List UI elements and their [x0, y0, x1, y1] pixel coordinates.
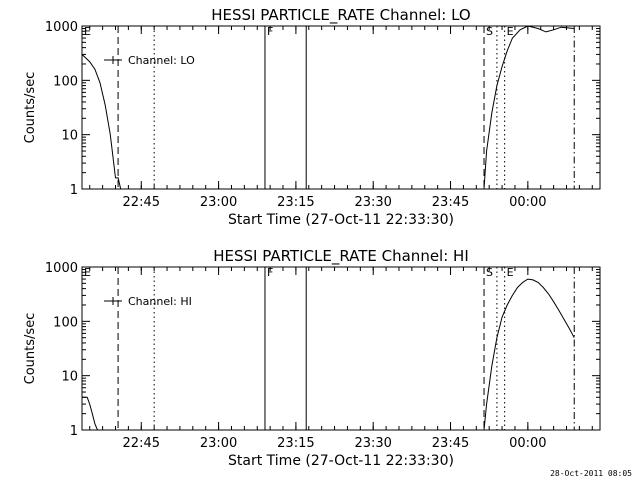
chart-title: HESSI PARTICLE_RATE Channel: LO [211, 6, 470, 25]
x-tick-label: 23:30 [354, 195, 391, 210]
x-axis-label: Start Time (27-Oct-11 22:33:30) [228, 453, 454, 469]
chart-panel-1: HESSI PARTICLE_RATE Channel: LO Counts/se… [23, 6, 601, 228]
y-tick-label: 1000 [45, 261, 78, 276]
x-tick-label: 22:45 [123, 436, 160, 451]
y-tick-label: 10 [61, 129, 78, 144]
y-tick-label: 1 [70, 424, 78, 439]
plot-frame [81, 25, 601, 190]
plot-frame [81, 266, 601, 431]
y-axis-label: Counts/sec [23, 72, 38, 144]
event-marker-label: F [267, 266, 273, 279]
footer-timestamp: 28-Oct-2011 08:05 [550, 469, 632, 478]
event-marker-label: E [84, 25, 91, 38]
y-tick-label: 100 [53, 74, 78, 89]
event-marker-label: E [84, 266, 91, 279]
chart-title: HESSI PARTICLE_RATE Channel: HI [213, 247, 469, 266]
x-tick-label: 22:45 [123, 195, 160, 210]
x-tick-label: 23:00 [200, 436, 237, 451]
data-series-line [82, 54, 122, 189]
data-series-line [483, 26, 575, 189]
x-tick-label: 23:45 [432, 436, 469, 451]
y-tick-label: 10 [61, 370, 78, 385]
x-tick-label: 23:15 [277, 436, 314, 451]
event-marker-label: E [507, 25, 514, 38]
data-series-line [483, 278, 575, 430]
x-axis-label: Start Time (27-Oct-11 22:33:30) [228, 212, 454, 228]
event-marker-label: F [267, 25, 273, 38]
event-marker-label: S [486, 25, 493, 38]
data-series-line [82, 396, 98, 430]
x-tick-label: 23:15 [277, 195, 314, 210]
x-tick-label: 00:00 [509, 436, 546, 451]
legend-label: Channel: LO [128, 54, 195, 67]
event-marker-label: S [486, 266, 493, 279]
x-tick-label: 23:30 [354, 436, 391, 451]
event-marker-label: E [507, 266, 514, 279]
x-tick-label: 23:45 [432, 195, 469, 210]
y-axis-label: Counts/sec [23, 313, 38, 385]
y-tick-label: 1000 [45, 20, 78, 35]
legend-label: Channel: HI [128, 295, 192, 308]
x-tick-label: 00:00 [509, 195, 546, 210]
chart-panel-2: HESSI PARTICLE_RATE Channel: HI Counts/se… [23, 247, 601, 469]
y-tick-label: 1 [70, 183, 78, 198]
y-tick-label: 100 [53, 315, 78, 330]
x-tick-label: 23:00 [200, 195, 237, 210]
